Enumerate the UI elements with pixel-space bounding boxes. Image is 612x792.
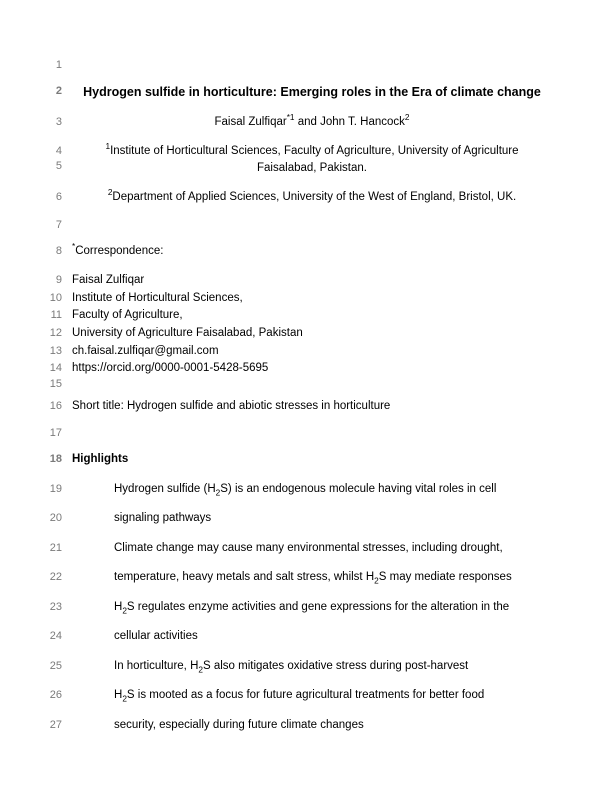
line-number: 10 <box>34 291 62 306</box>
highlights-heading: Highlights <box>72 453 128 465</box>
corr-email-line: 13 ch.faisal.zulfiqar@gmail.com <box>72 344 552 360</box>
title-text: Hydrogen sulfide in horticulture: Emergi… <box>83 85 541 99</box>
corr-orcid: https://orcid.org/0000-0001-5428-5695 <box>72 362 268 374</box>
corr-inst: Institute of Horticultural Sciences, <box>72 292 243 304</box>
highlight-text-post: S regulates enzyme activities and gene e… <box>127 601 509 613</box>
highlight-text-pre: temperature, heavy metals and salt stres… <box>114 571 374 583</box>
highlight-text-post: S is mooted as a focus for future agricu… <box>127 689 484 701</box>
corr-label: Correspondence: <box>75 245 163 257</box>
line-number: 8 <box>34 244 62 259</box>
manuscript-page: 1 2 Hydrogen sulfide in horticulture: Em… <box>0 0 612 792</box>
corr-faculty: Faculty of Agriculture, <box>72 309 183 321</box>
author-2: John T. Hancock <box>320 116 405 128</box>
line-number: 45 <box>34 144 62 174</box>
highlights-heading-line: 18 Highlights <box>72 452 552 468</box>
line-number: 25 <box>34 659 62 674</box>
short-title-line: 16 Short title: Hydrogen sulfide and abi… <box>72 399 552 415</box>
highlight-line-24: 24 cellular activities <box>72 629 552 645</box>
corr-faculty-line: 11 Faculty of Agriculture, <box>72 308 552 324</box>
affil-2-text: Department of Applied Sciences, Universi… <box>112 191 516 203</box>
corr-univ-line: 12 University of Agriculture Faisalabad,… <box>72 326 552 342</box>
highlight-text-post: S also mitigates oxidative stress during… <box>203 660 468 672</box>
highlight-text: Climate change may cause many environmen… <box>114 542 503 554</box>
line-number: 19 <box>34 482 62 497</box>
highlight-text: signaling pathways <box>114 512 211 524</box>
affil-1-text-a: Institute of Horticultural Sciences, Fac… <box>110 145 518 157</box>
correspondence-line: 8 *Correspondence: <box>72 244 552 260</box>
line-number: 17 <box>34 426 62 441</box>
highlight-line-26: 26 H2S is mooted as a focus for future a… <box>72 688 552 704</box>
corr-email: ch.faisal.zulfiqar@gmail.com <box>72 345 219 357</box>
line-15: 15 <box>72 379 552 389</box>
author-sep: and <box>295 116 321 128</box>
line-17: 17 <box>72 428 552 438</box>
line-number: 24 <box>34 629 62 644</box>
highlight-text: security, especially during future clima… <box>114 719 364 731</box>
line-number: 21 <box>34 541 62 556</box>
corr-inst-line: 10 Institute of Horticultural Sciences, <box>72 291 552 307</box>
line-number: 27 <box>34 718 62 733</box>
line-number: 20 <box>34 511 62 526</box>
line-number: 18 <box>34 452 62 467</box>
highlight-line-19: 19 Hydrogen sulfide (H2S) is an endogeno… <box>72 482 552 498</box>
highlight-text-pre: In horticulture, H <box>114 660 198 672</box>
line-number: 22 <box>34 570 62 585</box>
highlight-line-27: 27 security, especially during future cl… <box>72 718 552 734</box>
line-number: 13 <box>34 344 62 359</box>
highlight-text: cellular activities <box>114 630 198 642</box>
corr-name: Faisal Zulfiqar <box>72 274 144 286</box>
title-line: 2 Hydrogen sulfide in horticulture: Emer… <box>72 84 552 101</box>
highlight-line-22: 22 temperature, heavy metals and salt st… <box>72 570 552 586</box>
line-number: 14 <box>34 361 62 376</box>
author-1: Faisal Zulfiqar <box>214 116 286 128</box>
line-number: 3 <box>34 115 62 130</box>
affil-1-text-b: Faisalabad, Pakistan. <box>257 162 367 174</box>
corr-orcid-line: 14 https://orcid.org/0000-0001-5428-5695 <box>72 361 552 377</box>
line-7: 7 <box>72 220 552 230</box>
short-title-text: Short title: Hydrogen sulfide and abioti… <box>72 400 390 412</box>
line-number: 15 <box>34 377 62 392</box>
line-number: 2 <box>34 84 62 99</box>
authors-line: 3 Faisal Zulfiqar*1 and John T. Hancock2 <box>72 115 552 131</box>
corr-name-line: 9 Faisal Zulfiqar <box>72 273 552 289</box>
highlight-text-post: S may mediate responses <box>379 571 512 583</box>
highlight-text-pre: Hydrogen sulfide (H <box>114 483 216 495</box>
line-number: 16 <box>34 399 62 414</box>
line-number: 12 <box>34 326 62 341</box>
affiliation-2-line: 6 2Department of Applied Sciences, Unive… <box>72 190 552 206</box>
line-number: 9 <box>34 273 62 288</box>
line-1: 1 <box>72 60 552 70</box>
highlight-line-20: 20 signaling pathways <box>72 511 552 527</box>
affiliation-1-line-a: 45 1Institute of Horticultural Sciences,… <box>72 144 552 160</box>
highlight-text-post: S) is an endogenous molecule having vita… <box>220 483 496 495</box>
line-number: 7 <box>34 218 62 233</box>
line-number: 26 <box>34 688 62 703</box>
corr-univ: University of Agriculture Faisalabad, Pa… <box>72 327 303 339</box>
line-number: 11 <box>34 308 62 323</box>
author-1-ref: *1 <box>287 113 295 122</box>
author-2-ref: 2 <box>405 113 410 122</box>
affiliation-1-line-b: Faisalabad, Pakistan. <box>72 161 552 177</box>
highlight-line-23: 23 H2S regulates enzyme activities and g… <box>72 600 552 616</box>
line-number: 1 <box>34 58 62 73</box>
highlight-line-25: 25 In horticulture, H2S also mitigates o… <box>72 659 552 675</box>
line-number: 23 <box>34 600 62 615</box>
line-number: 6 <box>34 190 62 205</box>
highlight-line-21: 21 Climate change may cause many environ… <box>72 541 552 557</box>
